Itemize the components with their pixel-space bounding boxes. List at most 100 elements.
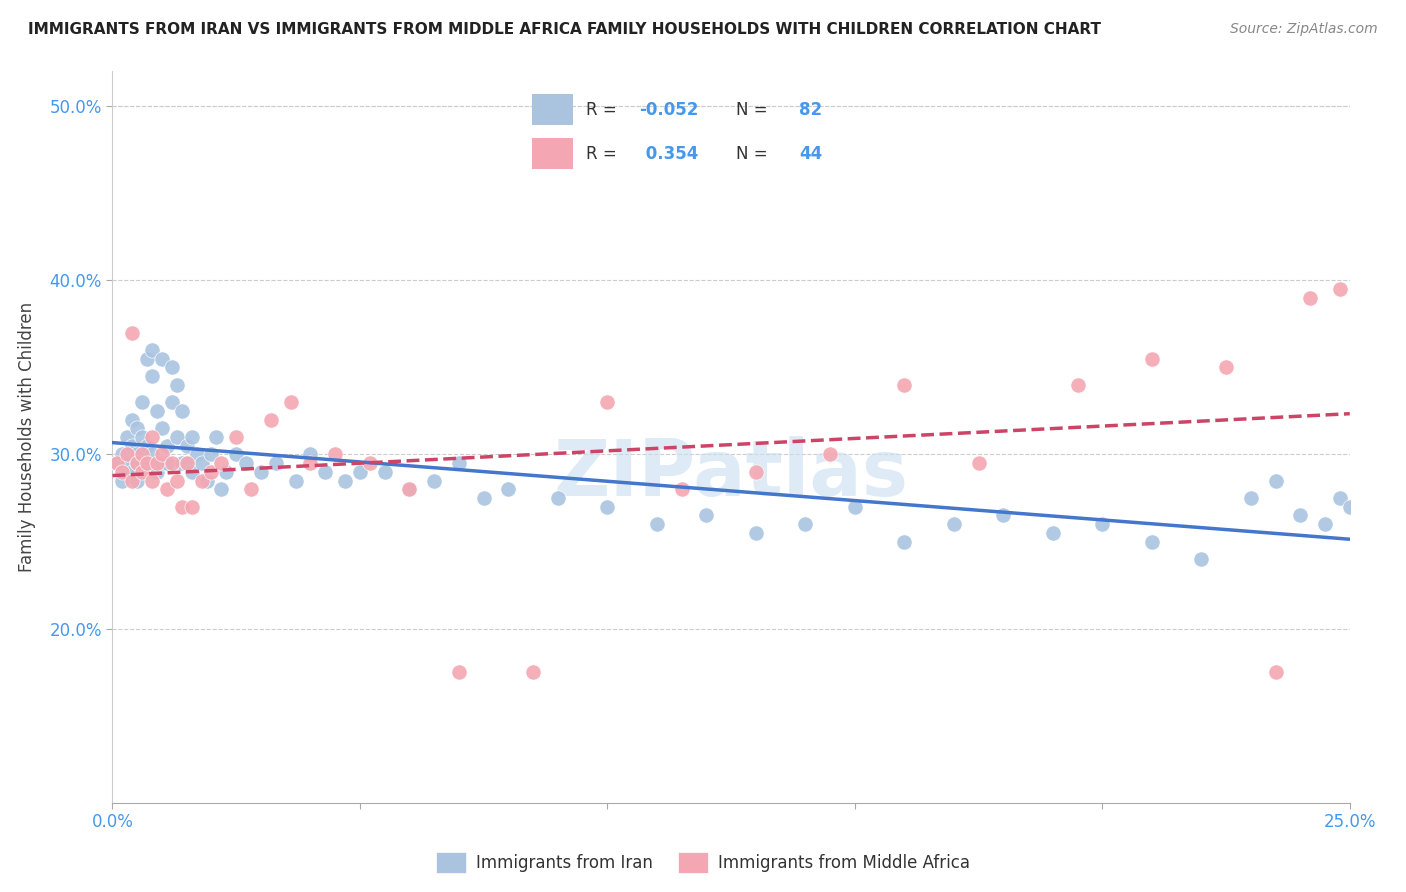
Point (156, 456, 179, 470)
Text: Source: ZipAtlas.com: Source: ZipAtlas.com (1230, 22, 1378, 37)
Point (284, 474, 307, 488)
Point (844, 500, 866, 514)
Point (156, 439, 179, 453)
Point (794, 517, 817, 532)
Point (146, 404, 169, 418)
Point (121, 326, 143, 340)
Point (398, 483, 420, 497)
Point (160, 360, 183, 375)
Point (136, 456, 159, 470)
Point (200, 448, 222, 462)
Text: IMMIGRANTS FROM IRAN VS IMMIGRANTS FROM MIDDLE AFRICA FAMILY HOUSEHOLDS WITH CHI: IMMIGRANTS FROM IRAN VS IMMIGRANTS FROM … (28, 22, 1101, 37)
Point (349, 465, 371, 479)
Point (141, 343, 163, 357)
Point (121, 465, 143, 479)
Point (180, 430, 202, 444)
Point (141, 448, 163, 462)
Point (146, 465, 169, 479)
Point (111, 474, 134, 488)
Point (1140, 534, 1163, 549)
Point (160, 456, 183, 470)
Point (671, 483, 693, 497)
Point (205, 430, 228, 444)
Point (299, 456, 322, 470)
Point (1313, 517, 1336, 532)
Point (893, 534, 915, 549)
Point (150, 456, 173, 470)
Point (136, 439, 159, 453)
Point (893, 377, 915, 392)
Point (1339, 500, 1361, 514)
Point (818, 448, 841, 462)
Point (176, 456, 198, 470)
Point (299, 448, 322, 462)
Point (1348, 508, 1371, 523)
Point (1042, 525, 1064, 540)
Point (131, 448, 153, 462)
Point (209, 456, 232, 470)
Point (136, 351, 159, 366)
Point (150, 351, 173, 366)
Point (131, 395, 153, 409)
Point (260, 412, 283, 426)
Point (1066, 377, 1088, 392)
Point (1264, 665, 1286, 680)
Point (127, 448, 149, 462)
Point (131, 465, 153, 479)
Point (107, 456, 129, 470)
Point (146, 456, 169, 470)
Point (235, 456, 257, 470)
Point (1264, 474, 1286, 488)
Point (209, 483, 232, 497)
Point (596, 500, 619, 514)
Point (121, 474, 143, 488)
Point (447, 665, 470, 680)
Point (131, 456, 153, 470)
Point (180, 465, 202, 479)
Point (117, 430, 139, 444)
Point (333, 474, 356, 488)
Point (522, 665, 544, 680)
Point (117, 448, 139, 462)
Point (264, 456, 287, 470)
Point (547, 491, 569, 505)
Point (240, 483, 263, 497)
Point (127, 474, 149, 488)
Point (1289, 508, 1312, 523)
Point (176, 456, 198, 470)
Point (150, 421, 173, 435)
Point (127, 456, 149, 470)
Point (121, 439, 143, 453)
Point (141, 474, 163, 488)
Point (645, 517, 668, 532)
Point (176, 439, 198, 453)
Point (1299, 291, 1322, 305)
Point (225, 430, 247, 444)
Point (190, 474, 212, 488)
Point (127, 456, 149, 470)
Legend: Immigrants from Iran, Immigrants from Middle Africa: Immigrants from Iran, Immigrants from Mi… (429, 846, 977, 880)
Point (1140, 351, 1163, 366)
Point (136, 456, 159, 470)
Point (190, 456, 212, 470)
Point (695, 508, 717, 523)
Point (186, 448, 208, 462)
Point (127, 421, 149, 435)
Point (150, 448, 173, 462)
Point (498, 483, 520, 497)
Point (141, 369, 163, 384)
Point (398, 483, 420, 497)
Point (111, 465, 134, 479)
Point (156, 483, 179, 497)
Point (1091, 517, 1114, 532)
Point (107, 456, 129, 470)
Point (215, 465, 238, 479)
Point (250, 465, 273, 479)
Point (170, 404, 193, 418)
Point (967, 456, 990, 470)
Point (423, 474, 446, 488)
Point (1189, 552, 1212, 566)
Point (111, 448, 134, 462)
Text: ZIPatlas: ZIPatlas (554, 435, 908, 512)
Point (280, 395, 302, 409)
